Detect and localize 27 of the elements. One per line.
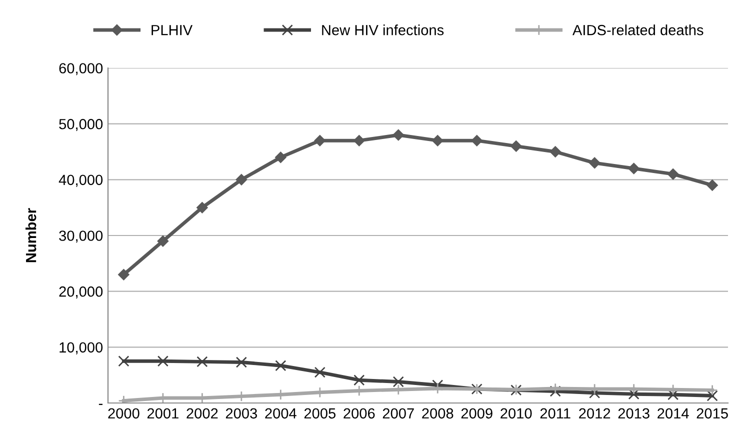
y-tick-label: 60,000 [59,63,103,76]
y-tick-label: - [98,404,102,405]
x-tick-label: 2006 [344,408,375,419]
x-tick-label: 2012 [579,408,610,419]
x-tick-label: 2013 [618,408,650,419]
legend-label: New HIV infections [322,24,444,36]
x-tick-label: 2002 [186,408,218,419]
legend-label: PLHIV [152,25,193,36]
y-tick-label: 50,000 [59,118,103,131]
x-tick-label: 2015 [696,408,728,419]
x-tick-label: 2001 [147,408,178,419]
y-tick-label: 40,000 [58,174,103,187]
x-tick-label: 2008 [422,408,454,419]
x-tick-label: 2007 [382,408,414,419]
x-tick-label: 2011 [540,408,570,419]
x-tick-label: 2000 [108,408,140,419]
y-tick-label: 20,000 [59,286,103,298]
y-tick-label: 10,000 [60,342,103,354]
x-tick-label: 2010 [500,408,532,419]
y-axis-title: Number [26,208,36,262]
x-tick-label: 2005 [304,408,336,419]
legend-label: AIDS-related deaths [572,24,704,36]
x-tick-label: 2014 [658,408,689,419]
x-tick-label: 2009 [461,408,492,419]
y-tick-label: 30,000 [59,230,103,243]
x-tick-label: 2004 [265,408,296,419]
x-tick-label: 2003 [226,408,257,419]
